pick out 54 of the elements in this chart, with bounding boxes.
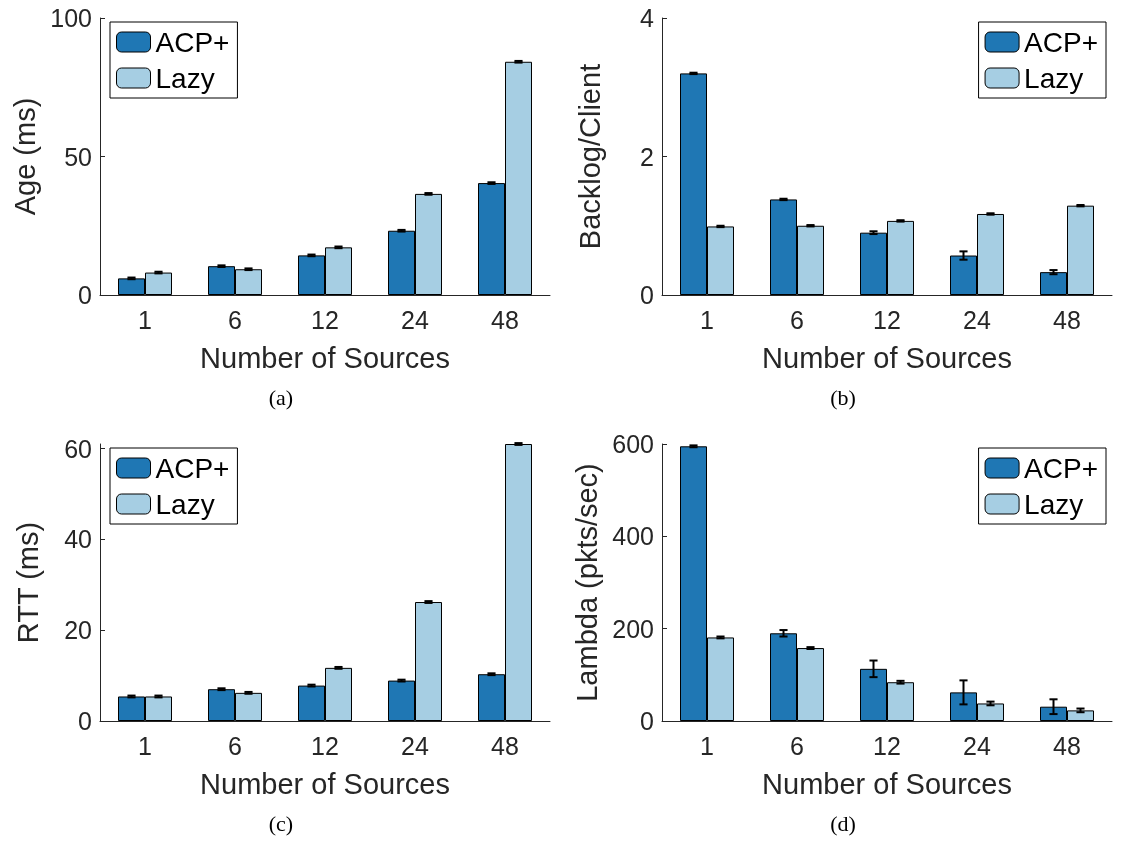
y-tick-label: 60 [64, 434, 92, 463]
x-tick-label: 48 [491, 305, 519, 334]
x-tick-label: 24 [401, 731, 429, 760]
text: (b) [829, 385, 857, 411]
x-tick-label: 48 [1053, 305, 1081, 334]
y-tick-label: 0 [78, 707, 92, 735]
x-tick-label: 1 [138, 731, 152, 760]
x-tick-label: 1 [700, 305, 714, 334]
x-axis-title: Number of Sources [762, 767, 1012, 800]
x-tick-label: 1 [138, 305, 152, 334]
y-axis-title: Age (ms) [8, 97, 41, 216]
x-axis-title: Number of Sources [200, 341, 450, 374]
y-axis-title: RTT (ms) [11, 521, 44, 644]
x-tick-label: 48 [491, 731, 519, 760]
x-tick-label: 12 [311, 731, 339, 760]
legend-label: Lazy [1024, 62, 1084, 94]
y-tick-label: 20 [64, 616, 92, 645]
legend-label: ACP+ [1024, 26, 1099, 58]
x-tick-label: 6 [790, 731, 804, 760]
text: (d) [829, 811, 857, 837]
legend-label: ACP+ [155, 26, 230, 58]
y-tick-label: 50 [64, 142, 92, 171]
y-tick-label: 4 [640, 4, 655, 32]
y-tick-label: 2 [640, 142, 654, 171]
legend-label: ACP+ [155, 452, 230, 484]
x-tick-label: 1 [700, 731, 714, 760]
x-tick-label: 12 [873, 305, 901, 334]
y-axis-title: Lambda (pkts/sec) [570, 463, 603, 702]
x-axis-title: Number of Sources [762, 341, 1012, 374]
y-tick-label: 600 [612, 430, 654, 458]
y-tick-label: 40 [64, 525, 92, 554]
text: (a) [267, 385, 295, 411]
x-tick-label: 24 [401, 305, 429, 334]
legend-label: ACP+ [1024, 452, 1099, 484]
x-tick-label: 24 [963, 305, 991, 334]
y-tick-label: 0 [78, 281, 92, 309]
y-tick-label: 100 [50, 4, 92, 32]
x-tick-label: 6 [790, 305, 804, 334]
y-axis-title: Backlog/Client [573, 63, 606, 250]
x-tick-label: 48 [1053, 731, 1081, 760]
y-tick-label: 200 [612, 614, 654, 643]
text: (c) [267, 811, 295, 837]
x-tick-label: 12 [873, 731, 901, 760]
x-tick-label: 12 [311, 305, 339, 334]
y-tick-label: 0 [640, 707, 654, 735]
x-axis-title: Number of Sources [200, 767, 450, 800]
legend-label: Lazy [1024, 488, 1084, 520]
x-tick-label: 6 [228, 305, 242, 334]
legend-label: Lazy [155, 488, 215, 520]
x-tick-label: 6 [228, 731, 242, 760]
y-tick-label: 400 [612, 522, 654, 551]
x-tick-label: 24 [963, 731, 991, 760]
legend-label: Lazy [155, 62, 215, 94]
y-tick-label: 0 [640, 281, 654, 309]
